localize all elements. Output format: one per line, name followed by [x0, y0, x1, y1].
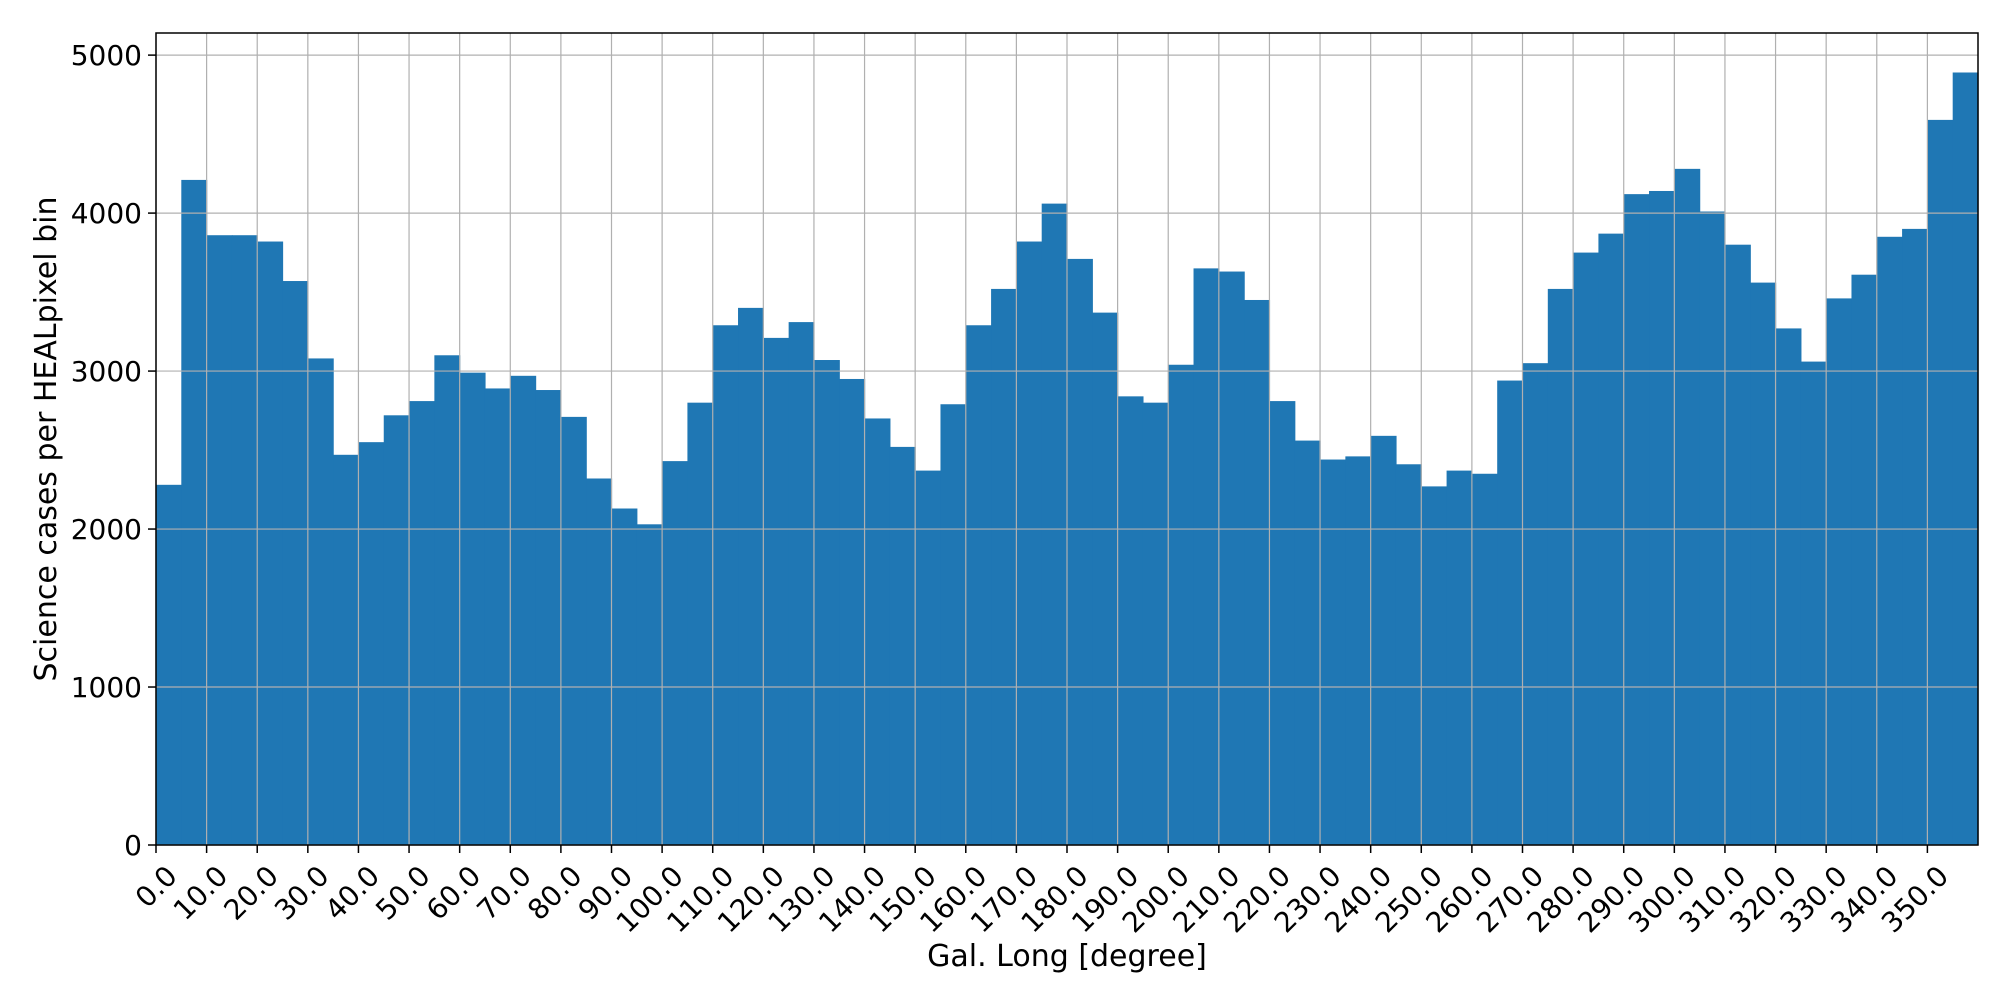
histogram-bar [839, 378, 866, 845]
y-tick-label: 0 [124, 829, 142, 862]
histogram-bar [738, 307, 764, 845]
histogram-bar [1294, 440, 1321, 845]
histogram-bar [763, 337, 790, 845]
histogram-bar [1699, 211, 1726, 846]
histogram-bar [1142, 402, 1169, 845]
histogram-bar [991, 288, 1017, 845]
histogram-bar [1421, 486, 1448, 845]
histogram-bar [1522, 363, 1549, 845]
histogram-bar [1952, 72, 1979, 846]
histogram-bar [156, 484, 182, 845]
histogram-bar [1573, 252, 1600, 846]
histogram-bar [1598, 233, 1625, 845]
y-tick-label: 4000 [71, 197, 142, 230]
histogram-bar [1168, 364, 1195, 845]
histogram-bar [434, 355, 461, 845]
y-tick-label: 3000 [71, 355, 142, 388]
histogram-bar [1471, 473, 1498, 845]
y-axis-label: Science cases per HEALpixel bin [29, 196, 64, 681]
y-tick-label: 2000 [71, 513, 142, 546]
histogram-bar [459, 372, 486, 845]
histogram-bar [1345, 456, 1372, 845]
histogram-bar [586, 478, 613, 845]
histogram-bar [1320, 459, 1346, 845]
histogram-bar [1067, 258, 1093, 845]
histogram-bar [636, 524, 663, 845]
histogram-bar [1041, 203, 1068, 845]
histogram-bar [1218, 271, 1245, 845]
histogram-bar [181, 179, 208, 846]
histogram-bar [535, 390, 562, 845]
histogram-bar [333, 454, 360, 845]
histogram-bar [1851, 274, 1878, 845]
histogram-bar [1876, 236, 1903, 845]
histogram-bar [662, 461, 689, 845]
x-axis-label: Gal. Long [degree] [927, 939, 1207, 974]
histogram-bar [1902, 228, 1928, 845]
y-axis: 0 1000 2000 3000 4000 5000 [71, 39, 156, 862]
histogram-bar [889, 446, 916, 845]
x-tick-label: 20.0 [217, 859, 284, 926]
histogram-bar [712, 325, 739, 845]
histogram-bar [915, 470, 942, 845]
histogram-bar [257, 241, 284, 846]
histogram-bar [409, 401, 435, 845]
histogram-bar [206, 235, 233, 846]
histogram-bar [510, 375, 537, 845]
histogram-bar [560, 416, 587, 845]
histogram-bar [1547, 288, 1574, 845]
histogram-bar [1674, 168, 1701, 845]
x-tick-label: 60.0 [420, 859, 487, 926]
x-tick-label: 50.0 [369, 859, 436, 926]
histogram-bar [358, 442, 385, 845]
histogram-bar [864, 418, 891, 845]
histogram-bar [1370, 435, 1397, 845]
histogram-bar [813, 360, 840, 845]
histogram-bar [965, 325, 992, 845]
histogram-bar [1750, 282, 1777, 845]
histogram-bar [1649, 190, 1675, 845]
histogram-bar [1927, 119, 1954, 846]
histogram-bar [1395, 464, 1422, 845]
x-tick-label: 10.0 [167, 859, 234, 926]
histogram-bar [1092, 312, 1119, 846]
histogram-bar [1193, 268, 1220, 845]
histogram-bars [156, 72, 1979, 846]
x-tick-label: 80.0 [521, 859, 588, 926]
histogram-bar [1826, 298, 1853, 846]
histogram-bar [1800, 361, 1827, 845]
histogram-bar [1244, 299, 1271, 845]
histogram-bar [231, 235, 258, 846]
x-tick-label: 30.0 [268, 859, 335, 926]
histogram-bar [1497, 380, 1524, 845]
histogram-bar [687, 402, 714, 845]
x-axis: 0.010.020.030.040.050.060.070.080.090.01… [129, 845, 1955, 939]
histogram-bar [1016, 241, 1043, 846]
x-tick-label: 40.0 [319, 859, 386, 926]
histogram-bar [611, 508, 638, 845]
histogram-bar [1269, 401, 1296, 845]
histogram-bar [1623, 194, 1650, 846]
histogram-bar [788, 322, 815, 845]
histogram-bar [484, 388, 511, 845]
histogram-bar [1446, 470, 1473, 845]
histogram-bar [1775, 328, 1802, 845]
histogram-bar [1724, 244, 1751, 845]
histogram-bar [940, 404, 967, 845]
y-tick-label: 5000 [71, 39, 142, 72]
histogram-bar [307, 358, 334, 845]
histogram-bar [1117, 396, 1144, 845]
x-tick-label: 70.0 [471, 859, 538, 926]
histogram-bar [383, 415, 410, 845]
y-tick-label: 1000 [71, 671, 142, 704]
histogram-bar [282, 281, 309, 846]
